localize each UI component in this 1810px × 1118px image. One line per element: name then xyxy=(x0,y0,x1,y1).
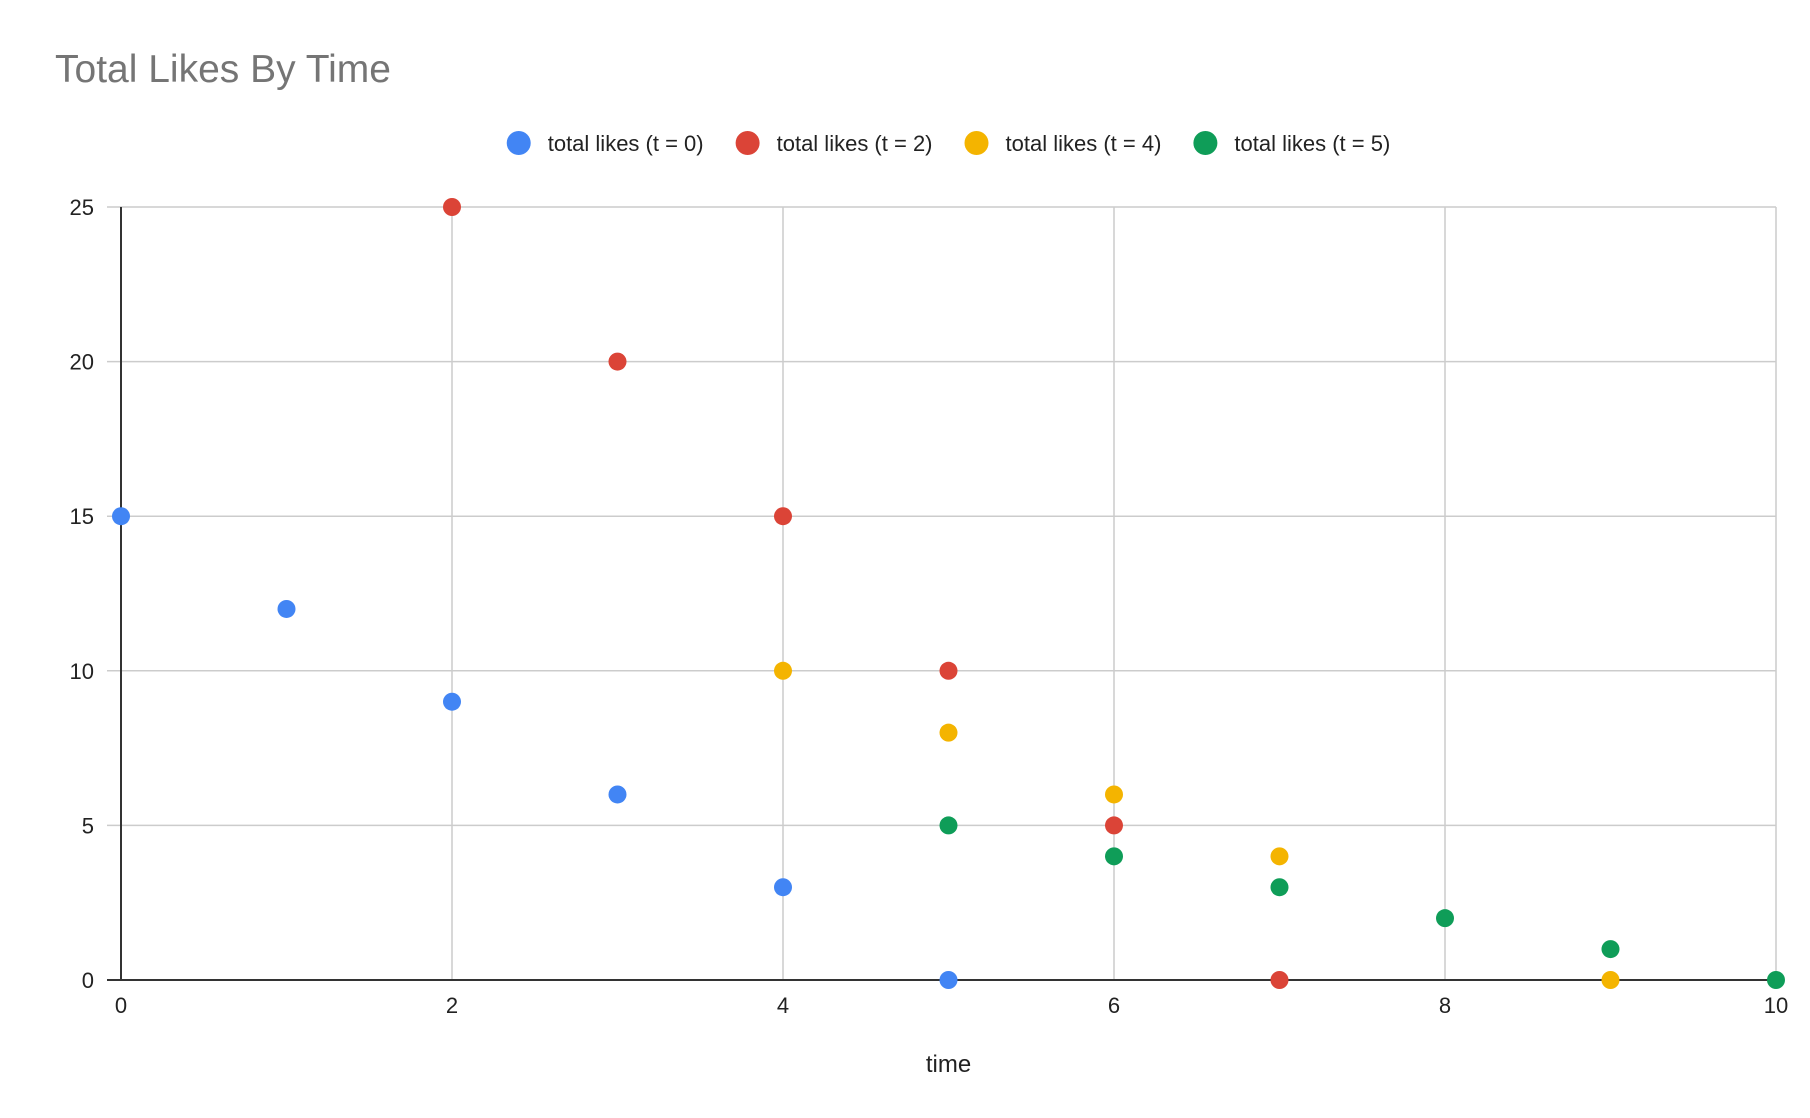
data-point-series-2 xyxy=(1270,847,1289,866)
x-tick-label: 0 xyxy=(115,993,127,1018)
x-axis-title: time xyxy=(926,1051,971,1078)
data-point-series-2 xyxy=(1601,971,1620,989)
data-point-series-0 xyxy=(277,599,296,618)
legend-label: total likes (t = 2) xyxy=(777,131,933,156)
legend-marker xyxy=(735,131,760,155)
legend-item-0: total likes (t = 0) xyxy=(506,131,704,156)
data-point-series-1 xyxy=(1270,971,1289,989)
data-point-series-2 xyxy=(939,723,958,742)
y-tick-label: 20 xyxy=(70,350,94,375)
data-point-series-0 xyxy=(774,878,792,897)
data-point-series-1 xyxy=(939,661,958,680)
x-tick-label: 4 xyxy=(777,993,789,1018)
data-point-series-1 xyxy=(774,507,792,526)
data-point-series-0 xyxy=(112,507,130,526)
legend-item-2: total likes (t = 4) xyxy=(964,131,1162,156)
data-point-series-3 xyxy=(1105,847,1123,866)
y-tick-label: 15 xyxy=(70,504,94,529)
data-point-series-3 xyxy=(1601,940,1620,959)
legend-marker xyxy=(964,131,989,155)
chart-title: Total Likes By Time xyxy=(55,48,391,91)
data-point-series-3 xyxy=(1767,971,1785,989)
axes xyxy=(107,207,1776,981)
data-point-series-3 xyxy=(1270,878,1289,897)
x-tick-label: 6 xyxy=(1108,993,1120,1018)
legend-marker xyxy=(506,131,531,155)
x-tick-label: 8 xyxy=(1439,993,1451,1018)
legend-label: total likes (t = 5) xyxy=(1234,131,1390,156)
data-point-series-0 xyxy=(608,785,627,804)
legend-label: total likes (t = 4) xyxy=(1006,131,1162,156)
data-point-series-1 xyxy=(608,352,627,371)
data-point-series-2 xyxy=(1105,785,1123,804)
x-tick-label: 10 xyxy=(1764,993,1788,1018)
data-point-series-3 xyxy=(1436,909,1454,928)
data-point-series-1 xyxy=(443,198,461,216)
tick-labels: 0 5 10 15 20 25 0 2 4 6 8 10 xyxy=(70,195,1789,1018)
legend-item-3: total likes (t = 5) xyxy=(1193,131,1390,156)
y-tick-label: 5 xyxy=(82,813,94,838)
data-point-series-0 xyxy=(443,692,461,711)
legend-label: total likes (t = 0) xyxy=(548,131,704,156)
data-point-series-2 xyxy=(774,661,792,680)
data-point-series-1 xyxy=(1105,816,1123,835)
y-tick-label: 25 xyxy=(70,195,94,220)
y-tick-label: 0 xyxy=(82,968,94,993)
y-tick-label: 10 xyxy=(70,659,94,684)
x-tick-label: 2 xyxy=(446,993,458,1018)
legend-marker xyxy=(1193,131,1218,155)
data-point-series-3 xyxy=(939,816,958,835)
data-points xyxy=(112,198,1785,989)
data-point-series-0 xyxy=(939,971,958,989)
legend: total likes (t = 0) total likes (t = 2) to… xyxy=(506,131,1390,156)
grid-lines xyxy=(107,206,1777,980)
legend-item-1: total likes (t = 2) xyxy=(735,131,933,156)
